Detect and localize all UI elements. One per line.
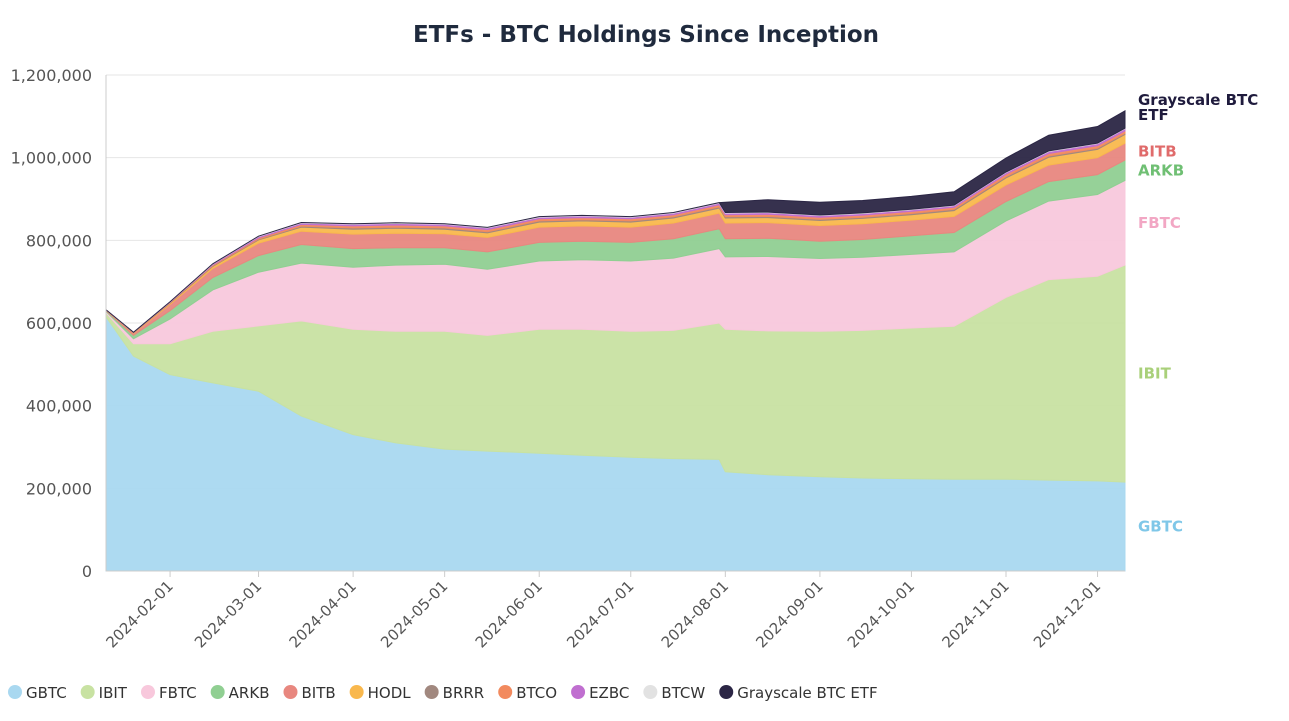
legend-swatch bbox=[643, 685, 658, 699]
end-label-bitb: BITB bbox=[1138, 143, 1177, 161]
legend-swatch bbox=[571, 685, 586, 699]
y-axis-ticks: 0 200,000 400,000 600,000 800,000 1,000,000 1,… bbox=[11, 66, 92, 581]
legend: GBTC IBIT FBTC ARKB BITB HODL BRRR BTCO EZBC BTCW… bbox=[8, 684, 878, 702]
legend-swatch bbox=[349, 685, 364, 699]
legend-swatch bbox=[719, 685, 734, 699]
legend-label: GBTC bbox=[26, 684, 67, 702]
x-tick-label: 2024-10-01 bbox=[844, 577, 918, 651]
x-tick-label: 2024-02-01 bbox=[103, 577, 177, 651]
legend-label: BTCO bbox=[516, 684, 557, 702]
end-label-fbtc: FBTC bbox=[1138, 214, 1181, 232]
legend-swatch bbox=[80, 685, 95, 699]
legend-item-btcw[interactable]: BTCW bbox=[643, 684, 705, 702]
legend-label: ARKB bbox=[229, 684, 270, 702]
legend-item-gbtc[interactable]: GBTC bbox=[8, 684, 67, 702]
x-tick-label: 2024-04-01 bbox=[286, 577, 360, 651]
end-label-grayscale-btc-etf: Grayscale BTC ETF bbox=[1138, 91, 1258, 124]
legend-swatch bbox=[140, 685, 155, 699]
y-tick-label: 200,000 bbox=[26, 479, 92, 498]
y-tick-label: 400,000 bbox=[26, 397, 92, 416]
legend-label: HODL bbox=[368, 684, 412, 702]
legend-swatch bbox=[8, 685, 22, 699]
y-tick-label: 0 bbox=[82, 562, 92, 581]
legend-item-ibit[interactable]: IBIT bbox=[80, 684, 128, 702]
legend-swatch bbox=[424, 685, 439, 699]
legend-item-arkb[interactable]: ARKB bbox=[210, 684, 270, 702]
end-label-ibit: IBIT bbox=[1138, 365, 1172, 383]
legend-label: BTCW bbox=[661, 684, 705, 702]
x-tick-label: 2024-08-01 bbox=[658, 577, 732, 651]
legend-item-fbtc[interactable]: FBTC bbox=[140, 684, 197, 702]
legend-swatch bbox=[498, 685, 513, 699]
area-series-group bbox=[105, 109, 1126, 572]
legend-label: FBTC bbox=[159, 684, 197, 702]
y-tick-label: 1,200,000 bbox=[11, 66, 92, 85]
x-tick-label: 2024-03-01 bbox=[191, 577, 265, 651]
legend-item-grayscale-btc-etf[interactable]: Grayscale BTC ETF bbox=[719, 684, 878, 702]
area-grayscale-btc-etf bbox=[105, 109, 1126, 333]
legend-label: BITB bbox=[301, 684, 335, 702]
x-tick-label: 2024-12-01 bbox=[1030, 577, 1104, 651]
legend-item-bitb[interactable]: BITB bbox=[283, 684, 336, 702]
x-tick-label: 2024-07-01 bbox=[563, 577, 637, 651]
end-label-arkb: ARKB bbox=[1138, 161, 1184, 179]
legend-label: Grayscale BTC ETF bbox=[737, 684, 877, 702]
legend-item-btco[interactable]: BTCO bbox=[498, 684, 557, 702]
legend-label: IBIT bbox=[99, 684, 128, 702]
legend-swatch bbox=[210, 685, 225, 699]
x-tick-label: 2024-05-01 bbox=[377, 577, 451, 651]
x-tick-label: 2024-06-01 bbox=[472, 577, 546, 651]
x-axis-ticks: 2024-02-01 2024-03-01 2024-04-01 2024-05-01… bbox=[103, 571, 1104, 651]
y-tick-label: 800,000 bbox=[26, 231, 92, 250]
legend-label: EZBC bbox=[589, 684, 629, 702]
y-tick-label: 1,000,000 bbox=[11, 149, 92, 168]
legend-swatch bbox=[283, 685, 298, 699]
x-tick-label: 2024-11-01 bbox=[938, 577, 1012, 651]
chart-title: ETFs - BTC Holdings Since Inception bbox=[413, 22, 879, 48]
legend-item-brrr[interactable]: BRRR bbox=[424, 684, 485, 702]
x-tick-label: 2024-09-01 bbox=[752, 577, 826, 651]
end-label-gbtc: GBTC bbox=[1138, 518, 1183, 536]
axes bbox=[105, 75, 1125, 572]
legend-label: BRRR bbox=[443, 684, 485, 702]
legend-item-ezbc[interactable]: EZBC bbox=[571, 684, 629, 702]
y-tick-label: 600,000 bbox=[26, 314, 92, 333]
legend-item-hodl[interactable]: HODL bbox=[349, 684, 412, 702]
